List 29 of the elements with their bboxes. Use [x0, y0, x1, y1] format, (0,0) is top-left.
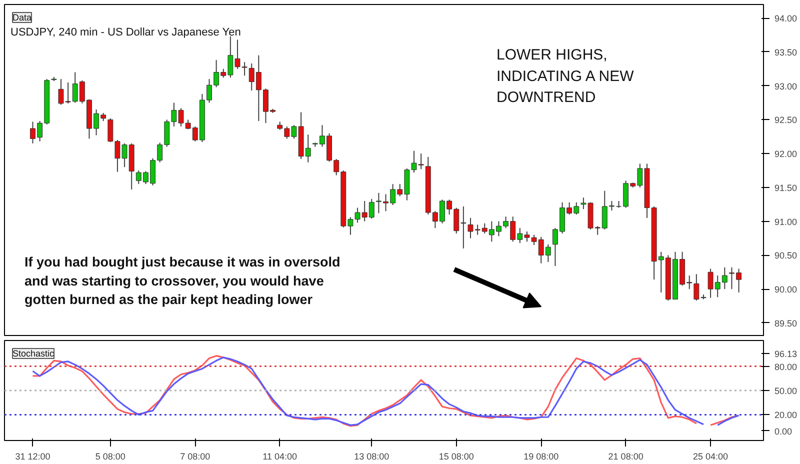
x-tick-label: 25 04:00 — [693, 452, 728, 462]
y-tick-label: 80.00 — [774, 362, 798, 372]
x-tick-label: 11 04:00 — [262, 452, 298, 462]
y-tick-label: 90.50 — [774, 250, 798, 261]
x-tick-label: 15 08:00 — [438, 452, 474, 462]
x-tick-label: 19 08:00 — [524, 452, 559, 462]
y-tick-label: 91.00 — [774, 216, 798, 227]
y-tick-label: 93.00 — [774, 81, 798, 92]
y-tick-label: 96.13 — [774, 348, 798, 359]
y-tick-label: 90.00 — [774, 284, 798, 295]
x-tick-label: 5 08:00 — [95, 452, 126, 462]
y-tick-label: 92.50 — [774, 115, 798, 126]
text: USDJPY, 240 min - US Dollar vs Japanese Yen — [10, 26, 241, 38]
y-tick-label: 92.00 — [774, 149, 798, 160]
x-tick-label: 21 08:00 — [608, 452, 644, 462]
annotation: LOWER HIGHS, INDICATING A NEW DOWNTREND — [496, 46, 635, 106]
x-tick-label: 13 08:00 — [354, 452, 390, 462]
y-tick-label: 93.50 — [774, 47, 798, 58]
y-tick-label: 0.00 — [774, 426, 792, 436]
y-tick-label: 89.50 — [774, 318, 798, 328]
y-tick-label: 20.00 — [774, 410, 798, 420]
y-tick-label: 50.00 — [774, 386, 798, 396]
x-tick-label: 31 12:00 — [15, 452, 50, 462]
annotation: If you had bought just because it was in oversold and was starting to crossover, you would have gotten burned as the pair kept heading lower — [24, 254, 340, 307]
candlestick — [616, 200, 622, 208]
y-tick-label: 91.50 — [774, 182, 798, 193]
y-tick-label: 94.00 — [774, 14, 798, 24]
candlestick — [108, 118, 114, 143]
x-tick-label: 7 08:00 — [180, 452, 210, 462]
